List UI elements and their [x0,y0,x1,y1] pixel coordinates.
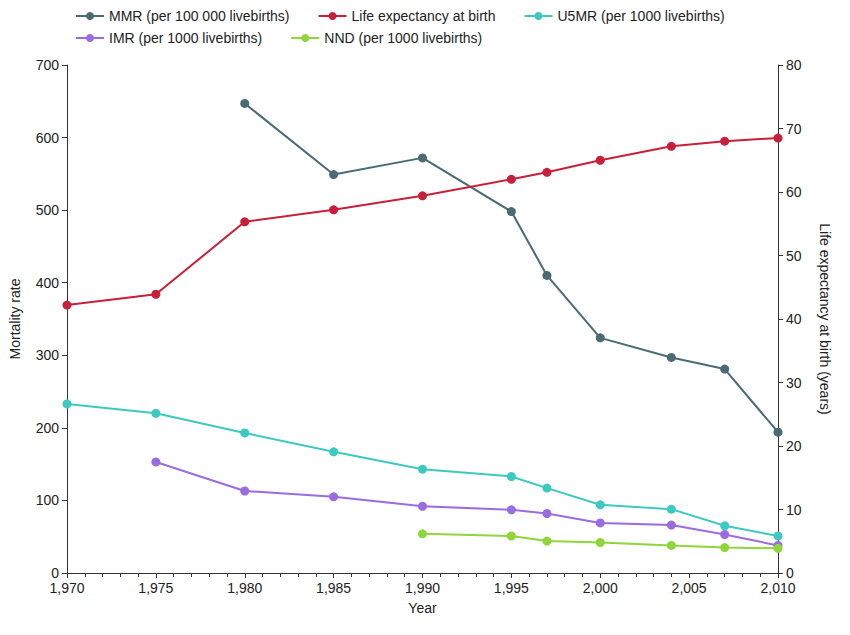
svg-text:100: 100 [36,492,60,508]
svg-text:1,990: 1,990 [405,580,440,596]
svg-text:U5MR (per 1000 livebirths): U5MR (per 1000 livebirths) [557,8,724,24]
svg-text:40: 40 [786,311,802,327]
svg-text:0: 0 [786,565,794,581]
svg-text:Year: Year [408,600,437,616]
svg-text:50: 50 [786,248,802,264]
svg-text:2,005: 2,005 [672,580,707,596]
svg-text:1,995: 1,995 [494,580,529,596]
svg-text:Mortality rate: Mortality rate [7,278,23,359]
svg-text:NND (per 1000 livebirths): NND (per 1000 livebirths) [324,30,482,46]
svg-text:600: 600 [36,130,60,146]
svg-text:1,985: 1,985 [316,580,351,596]
svg-text:300: 300 [36,347,60,363]
svg-text:1,970: 1,970 [49,580,84,596]
svg-text:80: 80 [786,57,802,73]
svg-text:70: 70 [786,121,802,137]
svg-text:2,000: 2,000 [583,580,618,596]
svg-text:30: 30 [786,375,802,391]
svg-text:1,975: 1,975 [138,580,173,596]
svg-text:500: 500 [36,202,60,218]
svg-text:200: 200 [36,420,60,436]
svg-text:20: 20 [786,438,802,454]
svg-text:10: 10 [786,502,802,518]
svg-text:1,980: 1,980 [227,580,262,596]
svg-text:Life expectancy at birth (year: Life expectancy at birth (years) [817,223,833,414]
svg-text:IMR (per 1000 livebirths): IMR (per 1000 livebirths) [109,30,262,46]
svg-text:400: 400 [36,275,60,291]
svg-text:2,010: 2,010 [760,580,795,596]
svg-text:0: 0 [51,565,59,581]
svg-text:700: 700 [36,57,60,73]
svg-text:Life expectancy at birth: Life expectancy at birth [352,8,496,24]
svg-text:60: 60 [786,184,802,200]
svg-text:MMR (per 100 000 livebirths): MMR (per 100 000 livebirths) [109,8,290,24]
